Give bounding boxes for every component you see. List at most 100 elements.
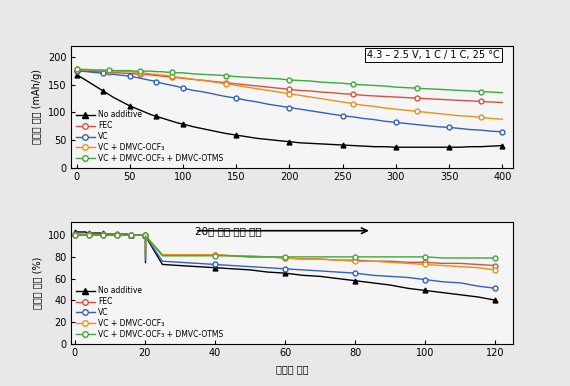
No additive xyxy=(439,290,446,295)
VC xyxy=(247,264,254,269)
No additive xyxy=(141,233,148,237)
Line: VC + DMVC-OCF₃: VC + DMVC-OCF₃ xyxy=(74,67,505,122)
VC + DMVC-OCF₃ + DMVC-OTMS xyxy=(177,254,184,258)
VC + DMVC-OCF₃ + DMVC-OTMS xyxy=(138,233,145,237)
No additive xyxy=(499,143,506,148)
No additive xyxy=(474,295,481,299)
VC + DMVC-OCF₃ xyxy=(318,96,325,101)
VC + DMVC-OCF₃ + DMVC-OTMS xyxy=(99,233,106,237)
VC xyxy=(282,266,288,271)
VC xyxy=(404,275,411,280)
VC xyxy=(317,269,324,273)
VC xyxy=(141,233,148,237)
FEC xyxy=(73,69,80,73)
No additive xyxy=(82,230,89,234)
No additive xyxy=(299,273,306,278)
No additive xyxy=(153,114,160,119)
VC xyxy=(211,262,218,267)
VC + DMVC-OCF₃ + DMVC-OTMS xyxy=(194,254,201,258)
No additive xyxy=(352,278,359,283)
FEC xyxy=(92,232,99,237)
Line: VC: VC xyxy=(72,233,498,291)
FEC xyxy=(113,232,120,237)
VC xyxy=(299,267,306,272)
VC xyxy=(110,233,117,237)
VC + DMVC-OCF₃ + DMVC-OTMS xyxy=(124,233,131,237)
No additive xyxy=(73,73,80,77)
VC + DMVC-OCF₃ + DMVC-OTMS xyxy=(211,254,218,258)
VC + DMVC-OCF₃ + DMVC-OTMS xyxy=(159,254,166,258)
VC + DMVC-OCF₃ xyxy=(117,233,124,237)
No additive xyxy=(124,232,131,237)
VC xyxy=(75,233,82,237)
FEC xyxy=(131,233,138,237)
VC + DMVC-OCF₃ xyxy=(282,256,288,260)
VC xyxy=(120,233,127,237)
Legend: No additive, FEC, VC, VC + DMVC-OCF₃, VC + DMVC-OCF₃ + DMVC-OTMS: No additive, FEC, VC, VC + DMVC-OCF₃, VC… xyxy=(75,110,224,164)
FEC xyxy=(439,261,446,266)
No additive xyxy=(103,232,110,237)
VC + DMVC-OCF₃ + DMVC-OTMS xyxy=(317,255,324,259)
No additive xyxy=(131,233,138,237)
FEC xyxy=(132,71,139,76)
VC + DMVC-OCF₃ xyxy=(334,258,341,262)
FEC xyxy=(499,100,506,105)
FEC xyxy=(422,260,429,265)
Legend: No additive, FEC, VC, VC + DMVC-OCF₃, VC + DMVC-OCF₃ + DMVC-OTMS: No additive, FEC, VC, VC + DMVC-OCF₃, VC… xyxy=(75,286,224,340)
VC + DMVC-OCF₃ + DMVC-OTMS xyxy=(131,233,138,237)
FEC xyxy=(387,259,394,264)
VC + DMVC-OCF₃ + DMVC-OTMS xyxy=(120,233,127,237)
Line: VC + DMVC-OCF₃: VC + DMVC-OCF₃ xyxy=(72,233,498,272)
VC + DMVC-OCF₃ xyxy=(499,117,506,122)
FEC xyxy=(488,100,495,104)
No additive xyxy=(393,145,400,149)
No additive xyxy=(96,231,103,235)
VC + DMVC-OCF₃ xyxy=(299,257,306,261)
VC + DMVC-OCF₃ xyxy=(387,260,394,265)
VC + DMVC-OCF₃ + DMVC-OTMS xyxy=(350,82,357,87)
VC + DMVC-OCF₃ + DMVC-OTMS xyxy=(474,256,481,260)
Text: 4.3 – 2.5 V, 1 C / 1 C, 25 °C: 4.3 – 2.5 V, 1 C / 1 C, 25 °C xyxy=(367,50,500,60)
VC xyxy=(128,233,135,237)
FEC xyxy=(159,252,166,257)
VC + DMVC-OCF₃ + DMVC-OTMS xyxy=(128,233,135,237)
VC + DMVC-OCF₃ + DMVC-OTMS xyxy=(229,254,236,258)
FEC xyxy=(350,92,357,96)
VC + DMVC-OCF₃ xyxy=(153,72,160,77)
FEC xyxy=(404,260,411,265)
No additive xyxy=(92,231,99,235)
FEC xyxy=(110,232,117,237)
VC xyxy=(103,233,110,237)
VC + DMVC-OCF₃ xyxy=(317,257,324,261)
VC xyxy=(73,69,80,73)
VC + DMVC-OCF₃ + DMVC-OTMS xyxy=(457,256,464,260)
VC + DMVC-OCF₃ xyxy=(369,259,376,264)
No additive xyxy=(107,232,113,237)
VC xyxy=(369,273,376,278)
Line: VC + DMVC-OCF₃ + DMVC-OTMS: VC + DMVC-OCF₃ + DMVC-OTMS xyxy=(72,233,498,261)
VC + DMVC-OCF₃ + DMVC-OTMS xyxy=(82,233,89,237)
VC + DMVC-OCF₃ + DMVC-OTMS xyxy=(492,256,499,260)
VC xyxy=(124,233,131,237)
VC xyxy=(135,233,141,237)
VC + DMVC-OCF₃ + DMVC-OTMS xyxy=(404,255,411,259)
VC + DMVC-OCF₃ xyxy=(439,263,446,268)
FEC xyxy=(369,259,376,264)
VC xyxy=(177,260,184,265)
VC + DMVC-OCF₃ + DMVC-OTMS xyxy=(86,233,92,237)
VC + DMVC-OCF₃ + DMVC-OTMS xyxy=(422,255,429,259)
FEC xyxy=(86,232,92,237)
No additive xyxy=(110,232,117,237)
VC + DMVC-OCF₃ xyxy=(247,254,254,258)
No additive xyxy=(334,276,341,281)
FEC xyxy=(264,255,271,259)
VC + DMVC-OCF₃ + DMVC-OTMS xyxy=(439,256,446,260)
VC + DMVC-OCF₃ + DMVC-OTMS xyxy=(78,233,85,237)
VC + DMVC-OCF₃ xyxy=(71,233,78,237)
FEC xyxy=(457,261,464,266)
VC + DMVC-OCF₃ xyxy=(92,233,99,237)
VC + DMVC-OCF₃ + DMVC-OTMS xyxy=(117,233,124,237)
No additive xyxy=(159,262,166,267)
VC xyxy=(318,110,325,115)
No additive xyxy=(138,233,145,237)
